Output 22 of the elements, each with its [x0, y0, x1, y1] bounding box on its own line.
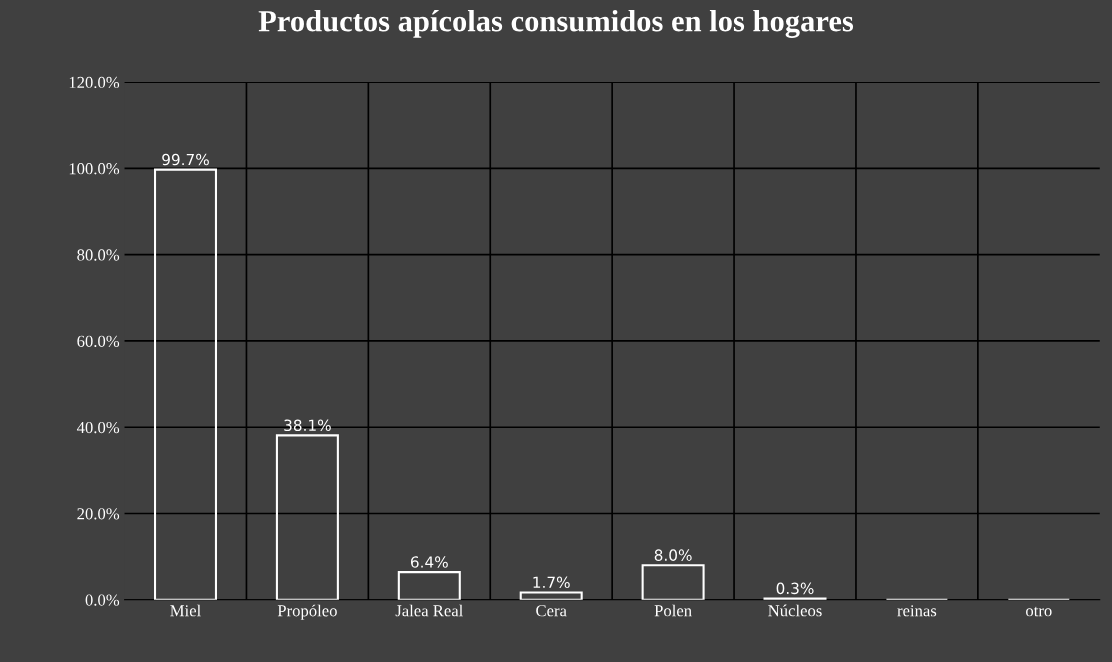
y-tick-label: 20.0% — [77, 508, 120, 520]
x-tick-label: Propóleo — [277, 604, 337, 620]
data-label: 38.1% — [284, 419, 331, 432]
data-label: 6.4% — [410, 556, 448, 568]
chart-title: Productos apícolas consumidos en los hogares — [258, 9, 854, 38]
y-tick-label: 80.0% — [77, 249, 120, 261]
x-tick-label: Miel — [170, 604, 201, 617]
x-tick-label: Cera — [536, 605, 567, 617]
x-tick-label: Polen — [654, 604, 692, 617]
y-tick-label: 0.0% — [85, 594, 120, 606]
data-label: 0.3% — [776, 582, 814, 595]
y-tick-label: 60.0% — [77, 335, 120, 347]
data-label: 99.7% — [162, 153, 209, 166]
data-label: 8.0% — [654, 549, 692, 561]
y-tick-label: 120.0% — [69, 76, 120, 89]
y-tick-label: 40.0% — [76, 421, 120, 434]
x-tick-label: Jalea Real — [395, 604, 463, 617]
x-tick-label: otro — [1026, 606, 1052, 617]
x-tick-label: reinas — [897, 605, 937, 617]
y-tick-label: 100.0% — [69, 163, 120, 175]
x-tick-label: Núcleos — [768, 604, 822, 617]
data-label: 1.7% — [533, 576, 570, 589]
